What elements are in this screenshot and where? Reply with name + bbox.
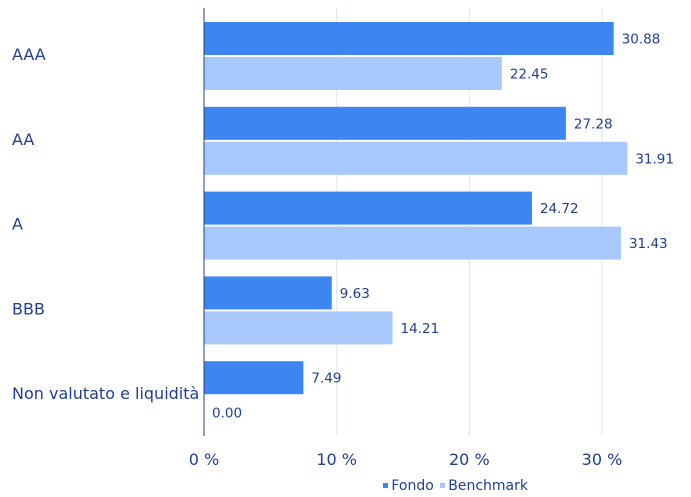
- bar-fondo-3[interactable]: [204, 276, 332, 310]
- bar-benchmark-2[interactable]: [204, 226, 621, 260]
- data-label-benchmark: 14.21: [401, 321, 440, 337]
- legend-label-fondo: Fondo: [391, 478, 434, 494]
- data-label-benchmark: 31.43: [629, 236, 668, 252]
- data-label-fondo: 9.63: [340, 286, 370, 302]
- data-label-fondo: 24.72: [540, 201, 579, 217]
- category-label: A: [12, 215, 23, 234]
- data-label-benchmark: 22.45: [510, 67, 549, 83]
- legend-item-benchmark[interactable]: Benchmark: [440, 478, 528, 494]
- data-label-fondo: 7.49: [311, 371, 341, 387]
- x-axis-tick-labels: 0 % 10 % 20 % 30 %: [189, 450, 623, 469]
- legend-label-benchmark: Benchmark: [448, 478, 528, 494]
- x-tick-label: 30 %: [582, 450, 623, 469]
- category-label: AAA: [12, 45, 46, 64]
- x-tick-label: 20 %: [449, 450, 490, 469]
- x-tick-label: 10 %: [316, 450, 357, 469]
- x-tick-label: 0 %: [189, 450, 219, 469]
- bar-fondo-0[interactable]: [204, 22, 614, 55]
- data-labels: 30.88 22.45 27.28 31.91 24.72 31.43 9.63 14.21 7…: [212, 32, 674, 422]
- data-label-benchmark: 31.91: [635, 151, 674, 167]
- legend-item-fondo[interactable]: Fondo: [383, 478, 434, 494]
- legend-swatch-benchmark: [440, 482, 446, 488]
- bars: [204, 22, 628, 395]
- legend-swatch-fondo: [383, 482, 389, 488]
- data-label-benchmark: 0.00: [212, 406, 242, 422]
- bar-fondo-4[interactable]: [204, 361, 304, 395]
- bar-benchmark-0[interactable]: [204, 57, 502, 90]
- data-label-fondo: 30.88: [622, 32, 661, 48]
- bar-fondo-1[interactable]: [204, 106, 566, 140]
- legend: Fondo Benchmark: [0, 478, 691, 494]
- bar-benchmark-3[interactable]: [204, 311, 393, 345]
- category-label: Non valutato e liquidità: [12, 384, 199, 403]
- category-label: BBB: [12, 299, 45, 318]
- bar-benchmark-1[interactable]: [204, 141, 628, 175]
- bar-fondo-2[interactable]: [204, 191, 532, 225]
- category-label: AA: [12, 130, 34, 149]
- data-label-fondo: 27.28: [574, 116, 613, 132]
